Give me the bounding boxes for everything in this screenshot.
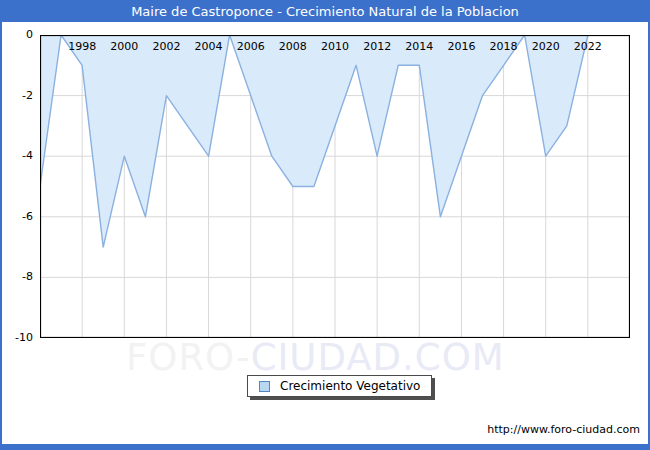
chart-title: Maire de Castroponce - Crecimiento Natur… bbox=[131, 4, 519, 19]
x-tick-label: 2000 bbox=[110, 40, 138, 53]
chart-window: Maire de Castroponce - Crecimiento Natur… bbox=[0, 0, 650, 450]
x-tick-label: 2014 bbox=[405, 40, 433, 53]
x-tick-label: 2012 bbox=[363, 40, 391, 53]
y-tick-label: 0 bbox=[2, 28, 33, 42]
watermark: FORO-CIUDAD.COM bbox=[126, 336, 505, 379]
x-tick-label: 2002 bbox=[152, 40, 180, 53]
legend: Crecimiento Vegetativo bbox=[247, 375, 432, 397]
footer-url: http://www.foro-ciudad.com bbox=[487, 423, 640, 436]
watermark-part2: CIUDAD.COM bbox=[251, 336, 505, 379]
x-tick-label: 2006 bbox=[237, 40, 265, 53]
x-tick-label: 2010 bbox=[321, 40, 349, 53]
x-tick-label: 2018 bbox=[490, 40, 518, 53]
x-tick-label: 1998 bbox=[68, 40, 96, 53]
legend-swatch bbox=[259, 381, 270, 392]
y-tick-label: -4 bbox=[2, 149, 33, 163]
x-tick-label: 2004 bbox=[195, 40, 223, 53]
x-tick-label: 2008 bbox=[279, 40, 307, 53]
chart-plot-area: 1998 2000 2002 2004 2006 2008 2010 2012 2014 2016… bbox=[40, 35, 630, 338]
legend-label: Crecimiento Vegetativo bbox=[280, 379, 420, 393]
area-fill bbox=[40, 35, 588, 247]
y-tick-label: -6 bbox=[2, 210, 33, 224]
x-tick-label: 2020 bbox=[532, 40, 560, 53]
x-tick-label: 2022 bbox=[574, 40, 602, 53]
y-tick-label: -8 bbox=[2, 270, 33, 284]
chart-canvas: 0 -2 -4 -6 -8 -10 1998 2000 2002 2004 2006 2008 201… bbox=[2, 22, 648, 444]
y-tick-label: -10 bbox=[2, 331, 33, 345]
watermark-part1: FORO- bbox=[126, 336, 251, 379]
y-tick-label: -2 bbox=[2, 89, 33, 103]
x-tick-label: 2016 bbox=[447, 40, 475, 53]
title-bar: Maire de Castroponce - Crecimiento Natur… bbox=[0, 0, 650, 22]
